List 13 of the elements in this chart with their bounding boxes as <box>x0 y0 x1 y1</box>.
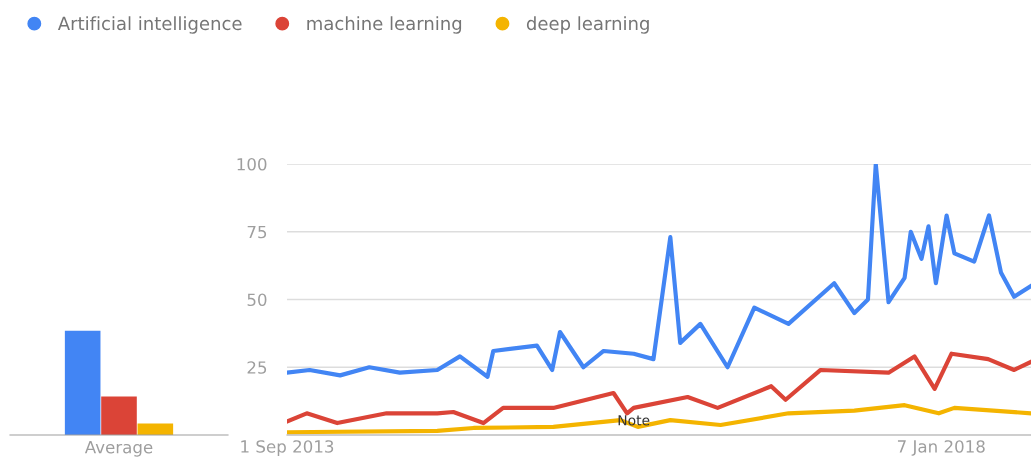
x-tick-label: Average <box>84 441 153 457</box>
y-tick-label: 100 <box>237 157 267 171</box>
line-series <box>287 403 1031 435</box>
legend-label: deep learning <box>526 16 649 34</box>
legend-label: Artificial intelligence <box>57 16 242 34</box>
legend-label: machine learning <box>307 16 462 34</box>
y-tick-label: 75 <box>247 225 267 239</box>
line-series <box>287 351 1031 426</box>
x-tick-label: 7 Jan 2018 <box>897 440 985 456</box>
y-tick-label: 25 <box>247 361 267 374</box>
y-tick-label: 50 <box>247 293 267 307</box>
line-series <box>287 164 1031 379</box>
x-tick-label: 1 Sep 2013 <box>241 440 334 456</box>
